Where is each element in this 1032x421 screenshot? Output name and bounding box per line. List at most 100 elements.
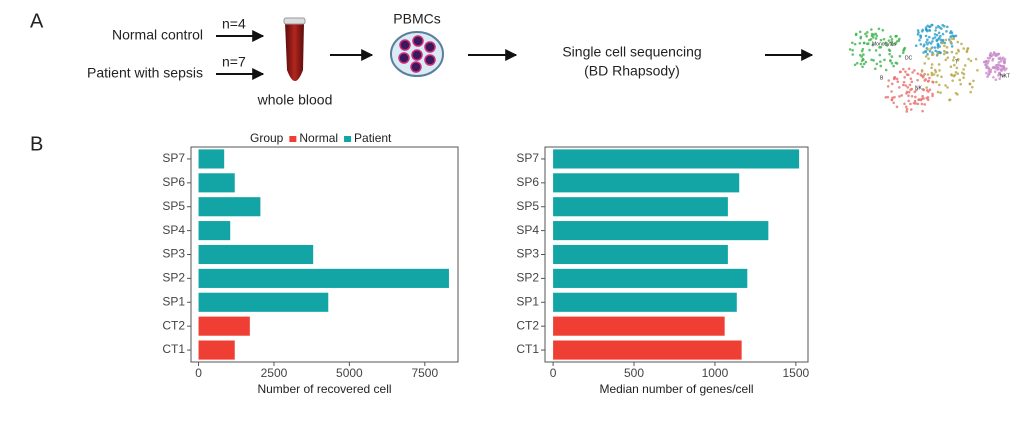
x-tick-label: 1000 (702, 366, 729, 380)
tsne-dot (895, 62, 899, 65)
tsne-dot (885, 43, 888, 47)
tsne-dot (924, 55, 928, 58)
tsne-dot (928, 76, 931, 80)
tsne-dot (916, 102, 920, 106)
tsne-dot (890, 40, 894, 44)
tsne-dot (907, 67, 911, 71)
tsne-dot (949, 35, 952, 38)
group-label: Normal control (112, 27, 203, 43)
tsne-dot (898, 37, 901, 41)
tsne-dot (848, 48, 852, 51)
tsne-dot (950, 73, 953, 76)
tsne-dot (929, 47, 932, 51)
tsne-dot (962, 76, 965, 79)
tsne-dot (905, 107, 909, 111)
tsne-dot (959, 82, 963, 86)
tsne-dot (910, 87, 914, 91)
tsne-dot (895, 77, 899, 81)
tsne-dot (988, 54, 992, 57)
tsne-dot (956, 40, 960, 44)
tsne-dot (901, 51, 905, 55)
tsne-dot (894, 42, 897, 45)
tsne-dot (985, 71, 988, 75)
tsne-dot (860, 59, 864, 63)
tsne-dot (883, 58, 886, 62)
cells-label: PBMCs (393, 11, 440, 27)
tsne-dot (989, 70, 992, 74)
tsne-dot (944, 38, 948, 42)
bar (553, 244, 728, 265)
bar (198, 316, 250, 336)
y-tick-label: SP2 (516, 271, 539, 285)
tsne-dot (907, 99, 910, 103)
tsne-dot (933, 36, 937, 39)
tsne-dot (997, 52, 1001, 56)
tsne-dot (886, 85, 890, 88)
tsne-dot (954, 34, 958, 38)
tsne-dot (962, 68, 965, 71)
sample-size: n=7 (222, 54, 246, 70)
tsne-dot (884, 68, 888, 72)
tsne-dot (950, 37, 954, 40)
tsne-dot (926, 38, 929, 41)
tsne-dot (851, 41, 854, 45)
tsne-dot (917, 98, 920, 102)
tsne-dot (865, 34, 869, 38)
y-tick-label: SP6 (516, 175, 539, 189)
x-tick-label: 0 (195, 366, 202, 380)
tsne-dot (877, 27, 881, 31)
tsne-dot (898, 70, 902, 74)
tsne-dot (1003, 57, 1007, 61)
tsne-dot (943, 41, 947, 45)
tsne-dot (890, 55, 894, 58)
y-tick-label: SP2 (162, 271, 185, 285)
tsne-dot (940, 75, 943, 79)
tsne-dot (917, 31, 920, 34)
tsne-dot (988, 56, 991, 60)
tsne-dot (997, 74, 1000, 77)
x-tick-label: 2500 (261, 366, 288, 380)
tsne-dot (913, 69, 916, 72)
tsne-dot (989, 68, 993, 72)
tsne-dot (890, 62, 894, 65)
tsne-dot (913, 90, 917, 94)
tsne-dot (874, 49, 878, 52)
tsne-dot (972, 79, 975, 83)
tsne-dot (905, 90, 909, 94)
tsne-dot (937, 36, 941, 40)
tsne-dot (853, 63, 857, 67)
tsne-dot (938, 69, 941, 72)
tsne-dot (924, 34, 928, 38)
tsne-dot (913, 99, 917, 103)
tsne-dot (953, 63, 956, 67)
cluster-label: NKT (1000, 73, 1010, 79)
tsne-dot (928, 35, 931, 39)
tsne-dot (930, 63, 934, 66)
x-tick-label: 0 (550, 366, 557, 380)
tsne-dot (879, 60, 882, 63)
tsne-dot (868, 48, 871, 52)
tsne-dot (889, 35, 892, 39)
tsne-dot (934, 29, 937, 32)
tsne-dot (949, 30, 953, 33)
y-tick-label: CT1 (516, 342, 539, 356)
tsne-dot (931, 94, 934, 98)
bar (553, 292, 737, 312)
tsne-dot (903, 75, 906, 79)
x-tick-label: 500 (624, 366, 644, 380)
tsne-dot (915, 88, 918, 92)
tsne-dot (987, 59, 990, 63)
tsne-dot (896, 80, 900, 84)
tsne-dot (925, 40, 928, 44)
tsne-dot (892, 101, 895, 105)
tsne-dot (860, 55, 864, 58)
tsne-dot (886, 95, 890, 99)
tsne-dot (935, 38, 939, 42)
tsne-dot (931, 37, 935, 40)
tsne-dot (921, 75, 925, 79)
tsne-dot (949, 65, 953, 69)
tsne-dot (881, 28, 885, 32)
tsne-dot (889, 59, 892, 62)
tsne-dot (937, 31, 941, 35)
legend-label: Patient (354, 131, 392, 145)
